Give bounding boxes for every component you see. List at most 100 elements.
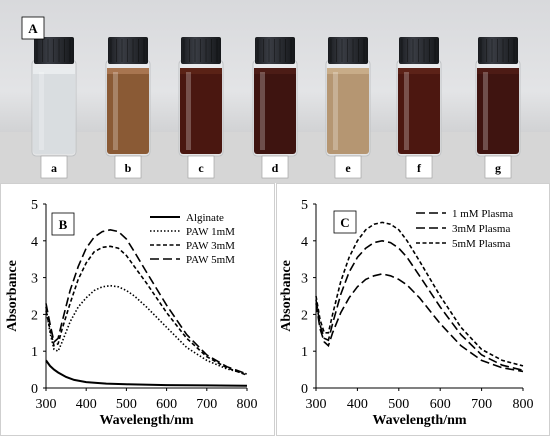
vial-b: b <box>105 37 151 179</box>
vial-label-box <box>405 155 433 179</box>
series-line-1 <box>315 273 524 373</box>
vial-cap <box>108 37 148 64</box>
vial-cap <box>181 37 221 64</box>
vial-label-box <box>40 155 68 179</box>
vial-highlight <box>39 72 44 150</box>
legend-label-3: PAW 3mM <box>186 240 235 252</box>
vial-cap <box>328 37 368 64</box>
y-tick-label: 2 <box>301 308 308 323</box>
legend-label-3: 5mM Plasma <box>452 238 510 250</box>
vial-highlight <box>404 72 409 150</box>
vial-meniscus <box>254 68 296 74</box>
chart-c-frame <box>276 183 550 436</box>
legend-label-1: Alginate <box>186 212 224 224</box>
x-tick-label: 600 <box>430 397 451 412</box>
vial-liquid <box>33 68 75 154</box>
legend-label-2: 3mM Plasma <box>452 223 510 235</box>
x-tick-label: 400 <box>347 397 368 412</box>
vial-liquid <box>107 68 149 154</box>
series-line-3 <box>45 245 248 376</box>
vial-highlight <box>186 72 191 150</box>
vial-meniscus <box>180 68 222 74</box>
y-tick-label: 4 <box>301 235 308 250</box>
vial-meniscus <box>107 68 149 74</box>
y-tick-label: 2 <box>31 308 38 323</box>
vial-label: g <box>495 161 501 175</box>
vial-e: e <box>325 37 371 179</box>
x-tick-label: 700 <box>196 397 217 412</box>
x-tick-label: 300 <box>306 397 327 412</box>
vials-photo: a b c d e f g A <box>0 0 550 183</box>
vial-liquid <box>327 68 369 154</box>
legend-label-4: PAW 5mM <box>186 254 235 266</box>
vial-label: a <box>51 161 57 175</box>
vial-meniscus <box>477 68 519 74</box>
vial-label-box <box>114 155 142 179</box>
series-line-2 <box>315 239 524 372</box>
y-tick-label: 5 <box>31 198 38 213</box>
y-tick-label: 1 <box>301 345 308 360</box>
vial-f: f <box>396 37 442 179</box>
x-axis-label: Wavelength/nm <box>99 413 193 428</box>
vial-label: b <box>125 161 132 175</box>
panel-label: C <box>340 215 349 230</box>
vial-cap <box>34 37 74 64</box>
y-tick-label: 0 <box>301 382 308 397</box>
vial-highlight <box>260 72 265 150</box>
y-tick-label: 3 <box>301 272 308 287</box>
series-line-1 <box>45 359 248 387</box>
vial-label-box <box>484 155 512 179</box>
panel-label-box <box>51 212 75 236</box>
vial-label-box <box>334 155 362 179</box>
y-axis-label: Absorbance <box>279 260 294 332</box>
vial-label: d <box>272 161 279 175</box>
vial-liquid <box>254 68 296 154</box>
x-tick-label: 600 <box>156 397 177 412</box>
vial-a: a <box>31 37 77 179</box>
vial-cap <box>478 37 518 64</box>
x-tick-label: 800 <box>513 397 534 412</box>
vial-label-box <box>261 155 289 179</box>
y-axis-label: Absorbance <box>5 260 20 332</box>
y-tick-label: 1 <box>31 345 38 360</box>
y-tick-label: 0 <box>31 382 38 397</box>
vial-liquid <box>477 68 519 154</box>
vial-meniscus <box>398 68 440 74</box>
vial-liquid <box>180 68 222 154</box>
vial-cap <box>399 37 439 64</box>
vial-highlight <box>483 72 488 150</box>
panel-a-label-box <box>21 16 45 40</box>
vial-g: g <box>475 37 521 179</box>
x-axis-label: Wavelength/nm <box>372 413 466 428</box>
vial-cap <box>255 37 295 64</box>
y-tick-label: 5 <box>301 198 308 213</box>
series-line-2 <box>45 284 248 375</box>
legend-label-2: PAW 1mM <box>186 226 235 238</box>
panel-label: B <box>59 217 68 232</box>
x-tick-label: 300 <box>36 397 57 412</box>
chart-b: 0 1 2 3 4 5 300 400 500 600 700 800 Wavelength/nm Abs… <box>0 183 275 436</box>
vial-liquid <box>398 68 440 154</box>
panel-a-label: A <box>28 21 38 36</box>
x-tick-label: 400 <box>76 397 97 412</box>
y-tick-label: 4 <box>31 235 38 250</box>
y-tick-label: 3 <box>31 272 38 287</box>
series-line-4 <box>45 228 248 375</box>
x-tick-label: 800 <box>237 397 258 412</box>
legend-label-1: 1 mM Plasma <box>452 208 513 220</box>
vial-meniscus <box>327 68 369 74</box>
x-tick-label: 700 <box>471 397 492 412</box>
x-tick-label: 500 <box>388 397 409 412</box>
x-tick-label: 500 <box>116 397 137 412</box>
chart-c-plot-area: 0 1 2 3 4 5 300 400 500 600 700 800 Wavelength/nm Abs… <box>279 198 534 428</box>
chart-b-plot-area: 0 1 2 3 4 5 300 400 500 600 700 800 Wavelength/nm Abs… <box>5 198 258 428</box>
panel-label-box <box>333 210 357 234</box>
vial-label: f <box>417 161 422 175</box>
vial-d: d <box>252 37 298 179</box>
vial-c: c <box>178 37 224 179</box>
vial-meniscus <box>33 68 75 74</box>
vial-label-box <box>187 155 215 179</box>
vial-label: c <box>198 161 204 175</box>
vial-highlight <box>113 72 118 150</box>
vial-highlight <box>333 72 338 150</box>
